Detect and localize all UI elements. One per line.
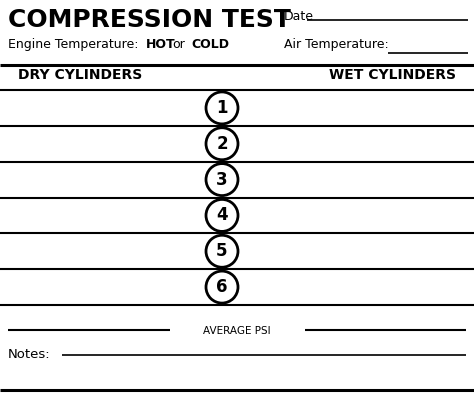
Text: 1: 1 bbox=[216, 99, 228, 117]
Text: 4: 4 bbox=[216, 206, 228, 225]
Text: 2: 2 bbox=[216, 135, 228, 153]
Text: Air Temperature:: Air Temperature: bbox=[284, 38, 389, 51]
Text: DRY CYLINDERS: DRY CYLINDERS bbox=[18, 68, 142, 82]
Text: or: or bbox=[172, 38, 185, 51]
Text: COMPRESSION TEST: COMPRESSION TEST bbox=[8, 8, 291, 32]
Text: 5: 5 bbox=[216, 242, 228, 260]
Text: AVERAGE PSI: AVERAGE PSI bbox=[203, 326, 271, 336]
Text: Engine Temperature:: Engine Temperature: bbox=[8, 38, 138, 51]
Text: COLD: COLD bbox=[191, 38, 229, 51]
Text: Notes:: Notes: bbox=[8, 348, 51, 362]
Circle shape bbox=[206, 271, 238, 303]
Circle shape bbox=[206, 92, 238, 124]
Circle shape bbox=[206, 200, 238, 231]
Circle shape bbox=[206, 164, 238, 196]
Text: Date: Date bbox=[284, 10, 314, 23]
Circle shape bbox=[206, 235, 238, 267]
Text: HOT: HOT bbox=[146, 38, 176, 51]
Text: 6: 6 bbox=[216, 278, 228, 296]
Text: WET CYLINDERS: WET CYLINDERS bbox=[329, 68, 456, 82]
Text: 3: 3 bbox=[216, 171, 228, 188]
Circle shape bbox=[206, 128, 238, 160]
